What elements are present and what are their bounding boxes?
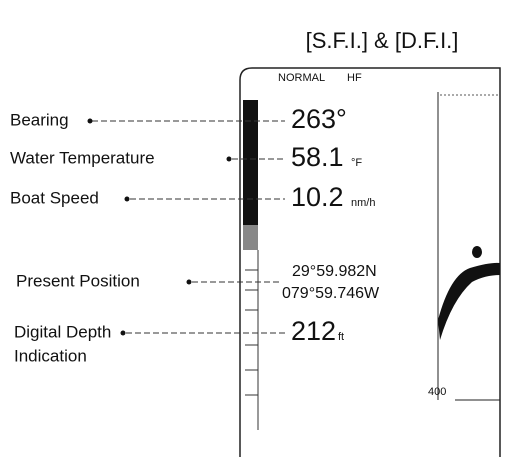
color-bar [243, 225, 258, 250]
echo-bottom-trace [438, 263, 500, 340]
latitude: 29°59.982N [292, 263, 377, 280]
title: [S.F.I.] & [D.F.I.] [306, 28, 459, 53]
color-bar [243, 100, 258, 225]
label: Boat Speed [10, 188, 99, 207]
value: 212 [291, 316, 336, 346]
dot [88, 119, 93, 124]
label: Present Position [16, 271, 140, 290]
dot [227, 157, 232, 162]
label: Digital Depth [14, 322, 111, 341]
scale-label: 400 [428, 386, 446, 398]
value: 263° [291, 104, 347, 134]
dot [125, 197, 130, 202]
dot [187, 280, 192, 285]
unit: ft [338, 331, 344, 343]
label: Bearing [10, 110, 69, 129]
label: Water Temperature [10, 148, 155, 167]
echo-fish [472, 246, 482, 258]
dot [121, 331, 126, 336]
mode: NORMAL [278, 72, 325, 84]
diagram: [S.F.I.] & [D.F.I.] NORMAL HF 400 Bearin… [0, 0, 510, 457]
label: Indication [14, 346, 87, 365]
frequency: HF [347, 72, 362, 84]
value: 58.1 [291, 142, 344, 172]
unit: °F [351, 157, 362, 169]
longitude: 079°59.746W [282, 285, 380, 302]
value: 10.2 [291, 182, 344, 212]
unit: nm/h [351, 197, 375, 209]
